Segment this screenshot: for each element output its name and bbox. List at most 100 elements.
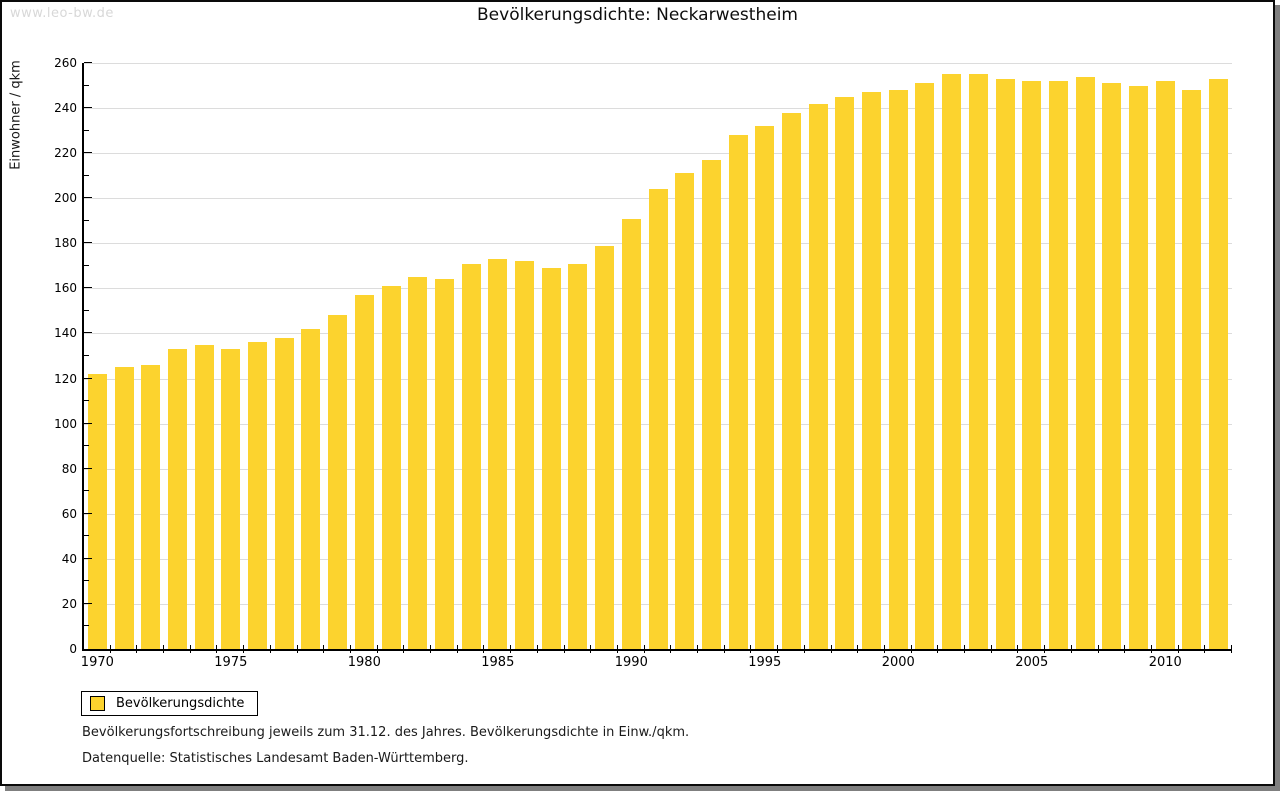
bar: [434, 279, 454, 649]
bar: [461, 263, 481, 649]
gridline: [84, 153, 1232, 155]
x-axis-tick: [697, 645, 699, 653]
x-axis-tick: [1150, 645, 1152, 653]
bar: [862, 92, 882, 649]
x-tick-label: 2010: [1148, 655, 1182, 670]
x-axis-tick: [136, 645, 138, 653]
bar: [781, 112, 801, 649]
bar: [888, 90, 908, 649]
y-axis-tick: [84, 445, 89, 447]
y-axis-tick: [84, 512, 92, 514]
bar: [1048, 81, 1068, 649]
bar: [301, 328, 321, 649]
bar: [968, 74, 988, 649]
bar: [354, 295, 374, 649]
bar: [194, 344, 214, 649]
y-axis-tick: [84, 152, 92, 154]
y-tick-label: 140: [54, 326, 77, 341]
bar: [915, 83, 935, 649]
bar: [808, 103, 828, 649]
x-axis-tick: [510, 645, 512, 653]
footnote-source: Datenquelle: Statistisches Landesamt Bad…: [82, 751, 469, 766]
bar: [648, 189, 668, 649]
x-axis-tick: [243, 645, 245, 653]
y-axis-tick: [84, 557, 92, 559]
x-axis-tick: [883, 645, 885, 653]
x-axis-tick: [643, 645, 645, 653]
x-axis-tick: [403, 645, 405, 653]
x-axis-tick: [964, 645, 966, 653]
y-tick-label: 240: [54, 101, 77, 116]
y-axis-tick: [84, 625, 89, 627]
bar: [541, 268, 561, 649]
x-tick-label: 1990: [614, 655, 648, 670]
y-axis-tick: [84, 400, 89, 402]
x-axis-tick: [456, 645, 458, 653]
y-tick-label: 220: [54, 146, 77, 161]
x-axis-tick: [990, 645, 992, 653]
y-axis-tick: [84, 422, 92, 424]
x-axis-tick: [777, 645, 779, 653]
x-tick-label: 1995: [748, 655, 782, 670]
x-axis-tick: [296, 645, 298, 653]
x-axis-tick: [590, 645, 592, 653]
bar: [995, 78, 1015, 649]
x-axis-tick: [937, 645, 939, 653]
y-axis-tick: [84, 377, 92, 379]
x-axis-tick: [349, 645, 351, 653]
footnote-method: Bevölkerungsfortschreibung jeweils zum 3…: [82, 725, 690, 740]
x-axis-tick: [1124, 645, 1126, 653]
y-tick-label: 180: [54, 236, 77, 251]
y-tick-label: 20: [61, 596, 77, 611]
x-tick-label: 1975: [214, 655, 248, 670]
y-axis-tick: [84, 287, 92, 289]
y-tick-label: 40: [61, 551, 77, 566]
x-axis-tick: [1204, 645, 1206, 653]
x-axis-tick: [189, 645, 191, 653]
x-axis-tick: [857, 645, 859, 653]
bar: [488, 259, 508, 649]
bar: [621, 218, 641, 649]
y-axis-tick: [84, 197, 92, 199]
x-axis-tick: [376, 645, 378, 653]
x-axis-tick: [430, 645, 432, 653]
bar: [595, 245, 615, 649]
gridline: [84, 63, 1232, 64]
x-axis-tick: [1017, 645, 1019, 653]
bar: [1075, 76, 1095, 649]
x-axis-tick: [750, 645, 752, 653]
y-axis-title: Einwohner / qkm: [8, 60, 24, 170]
y-axis-tick: [84, 535, 89, 537]
y-tick-label: 100: [54, 416, 77, 431]
bar: [274, 337, 294, 649]
bar: [87, 374, 107, 649]
watermark: www.leo-bw.de: [10, 6, 114, 21]
x-axis-tick: [483, 645, 485, 653]
gridline: [84, 108, 1232, 110]
x-axis-tick: [1097, 645, 1099, 653]
legend-box: Bevölkerungsdichte: [81, 691, 259, 716]
x-axis-tick: [163, 645, 165, 653]
bar: [1155, 81, 1175, 649]
bar: [515, 261, 534, 649]
x-tick-label: 2000: [881, 655, 915, 670]
x-axis-tick: [109, 645, 111, 653]
x-axis-tick: [216, 645, 218, 653]
y-tick-label: 160: [54, 281, 77, 296]
bar: [221, 349, 241, 649]
x-axis-tick: [803, 645, 805, 653]
y-axis-tick: [84, 242, 92, 244]
bar: [755, 126, 775, 649]
y-axis-tick: [84, 602, 92, 604]
legend-swatch-icon: [90, 696, 105, 711]
bar: [1209, 78, 1229, 649]
bar: [701, 159, 721, 649]
y-axis-tick: [84, 467, 92, 469]
x-axis-tick: [269, 645, 271, 653]
bar: [1129, 85, 1149, 649]
y-axis-tick: [84, 309, 89, 311]
y-axis-tick: [84, 580, 89, 582]
y-axis-tick: [84, 107, 92, 109]
y-axis-tick: [84, 129, 89, 131]
x-axis-tick: [723, 645, 725, 653]
